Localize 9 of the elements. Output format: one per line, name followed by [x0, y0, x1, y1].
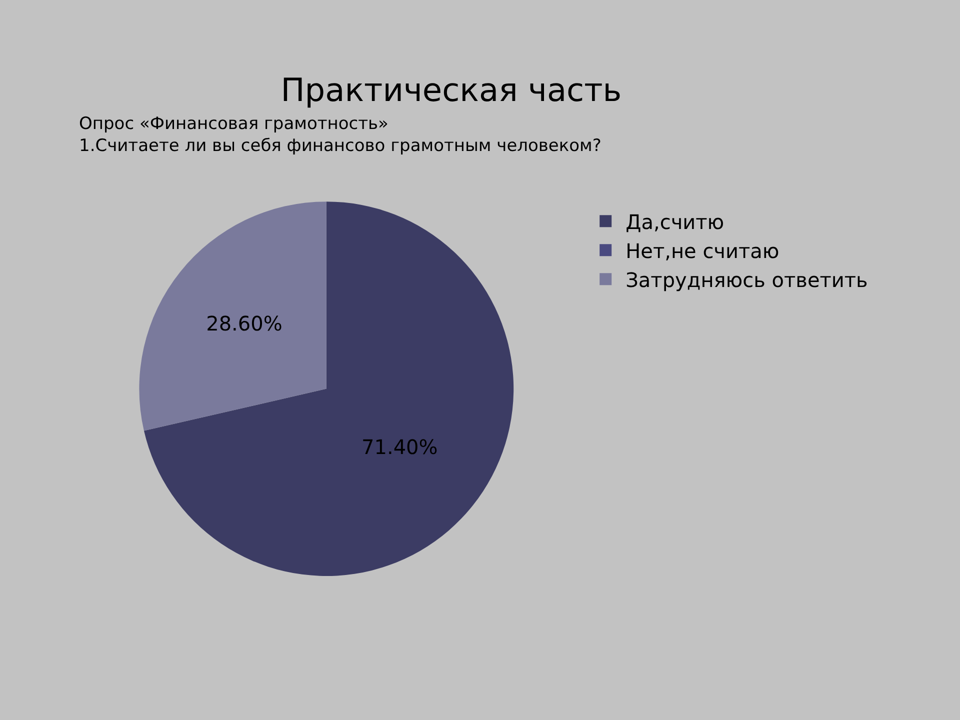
pie-slice: [139, 202, 326, 431]
data-label: 28.60%: [206, 311, 282, 336]
chart-subtitle: Опрос «Финансовая грамотность» 1.Считаете ли вы себя финансово грамотным человеком?: [79, 114, 602, 156]
legend-label: Нет,не считаю: [626, 238, 780, 263]
pie-slice: [144, 202, 514, 576]
data-label: 71.40%: [362, 435, 438, 460]
legend-label: Затрудняюсь ответить: [626, 268, 868, 292]
chart-title: Практическая часть: [280, 71, 622, 110]
legend-label: Да,считю: [626, 210, 724, 234]
